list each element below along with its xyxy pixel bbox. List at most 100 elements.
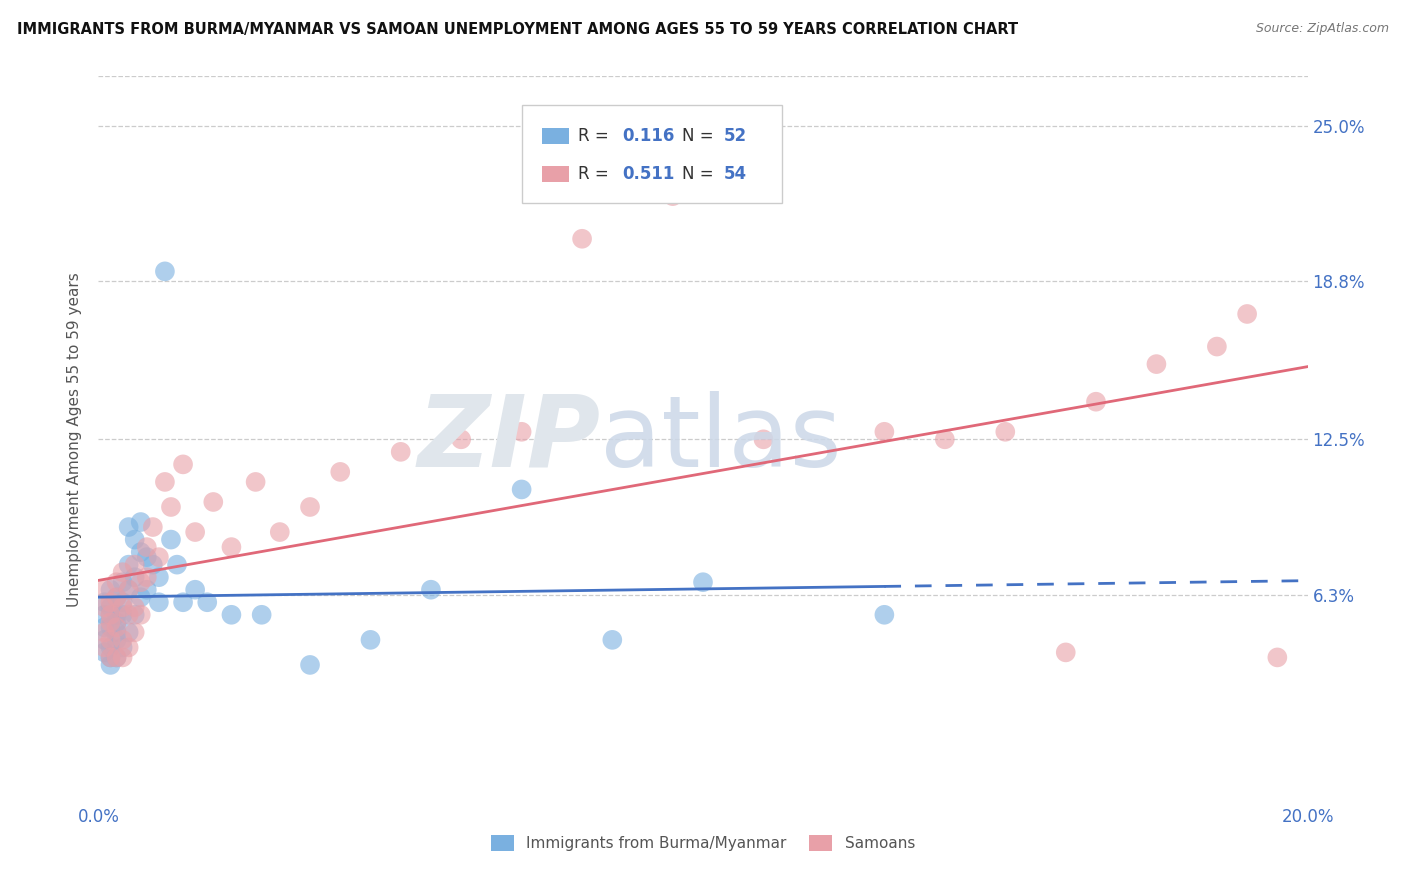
FancyBboxPatch shape bbox=[543, 166, 569, 182]
Point bbox=[124, 600, 146, 615]
Point bbox=[100, 607, 122, 622]
Point bbox=[100, 632, 122, 647]
Point bbox=[100, 582, 122, 597]
Point bbox=[100, 657, 122, 672]
Point bbox=[135, 550, 157, 565]
Point bbox=[450, 433, 472, 447]
Point bbox=[93, 607, 115, 622]
Point bbox=[105, 591, 128, 605]
Point bbox=[105, 650, 128, 665]
Point bbox=[166, 558, 188, 572]
Point bbox=[1054, 645, 1077, 659]
Text: N =: N = bbox=[682, 165, 720, 183]
Point bbox=[105, 620, 128, 634]
Point bbox=[184, 524, 207, 539]
Text: atlas: atlas bbox=[600, 391, 842, 488]
Point bbox=[135, 582, 157, 597]
Point bbox=[329, 465, 352, 479]
Point bbox=[100, 640, 122, 655]
Point bbox=[172, 458, 194, 472]
Point bbox=[105, 625, 128, 640]
Point bbox=[111, 650, 134, 665]
Point bbox=[934, 433, 956, 447]
Text: R =: R = bbox=[578, 128, 614, 145]
Point bbox=[118, 582, 141, 597]
Point bbox=[118, 520, 141, 534]
Point bbox=[124, 533, 146, 547]
Point bbox=[124, 607, 146, 622]
Text: N =: N = bbox=[682, 128, 720, 145]
Point bbox=[93, 640, 115, 655]
Point bbox=[661, 189, 683, 203]
Point bbox=[93, 632, 115, 647]
Point bbox=[100, 595, 122, 609]
FancyBboxPatch shape bbox=[543, 128, 569, 145]
Point bbox=[153, 475, 176, 489]
Point bbox=[221, 607, 243, 622]
Point bbox=[124, 570, 146, 584]
Point bbox=[105, 632, 128, 647]
Point bbox=[129, 545, 152, 559]
Point bbox=[420, 582, 443, 597]
Point bbox=[111, 600, 134, 615]
Text: IMMIGRANTS FROM BURMA/MYANMAR VS SAMOAN UNEMPLOYMENT AMONG AGES 55 TO 59 YEARS C: IMMIGRANTS FROM BURMA/MYANMAR VS SAMOAN … bbox=[17, 22, 1018, 37]
Point bbox=[100, 650, 122, 665]
Point bbox=[602, 632, 624, 647]
Point bbox=[389, 445, 412, 459]
Point bbox=[184, 582, 207, 597]
Point bbox=[105, 615, 128, 630]
Point bbox=[202, 495, 225, 509]
Point bbox=[1085, 394, 1108, 409]
Point bbox=[105, 650, 128, 665]
Point bbox=[1236, 307, 1258, 321]
Text: R =: R = bbox=[578, 165, 614, 183]
Point bbox=[299, 657, 322, 672]
Point bbox=[118, 558, 141, 572]
Point bbox=[135, 570, 157, 584]
Point bbox=[111, 575, 134, 590]
Point bbox=[124, 625, 146, 640]
Point bbox=[571, 232, 593, 246]
Point bbox=[172, 595, 194, 609]
Point bbox=[692, 575, 714, 590]
Point bbox=[118, 640, 141, 655]
Point bbox=[148, 595, 170, 609]
Point bbox=[142, 520, 165, 534]
Point bbox=[510, 483, 533, 497]
Point bbox=[93, 595, 115, 609]
Point bbox=[105, 591, 128, 605]
Point bbox=[129, 591, 152, 605]
Point bbox=[250, 607, 273, 622]
Point bbox=[195, 595, 218, 609]
Point bbox=[105, 575, 128, 590]
Point bbox=[100, 607, 122, 622]
Text: 0.116: 0.116 bbox=[621, 128, 675, 145]
Point bbox=[135, 540, 157, 554]
FancyBboxPatch shape bbox=[522, 105, 782, 203]
Text: 52: 52 bbox=[724, 128, 747, 145]
Point bbox=[153, 264, 176, 278]
Point bbox=[118, 625, 141, 640]
Point bbox=[93, 620, 115, 634]
Text: 54: 54 bbox=[724, 165, 747, 183]
Point bbox=[129, 575, 152, 590]
Point bbox=[1206, 340, 1229, 354]
Point bbox=[118, 607, 141, 622]
Point bbox=[752, 433, 775, 447]
Point bbox=[1267, 650, 1289, 665]
Text: ZIP: ZIP bbox=[418, 391, 600, 488]
Text: Source: ZipAtlas.com: Source: ZipAtlas.com bbox=[1256, 22, 1389, 36]
Point bbox=[148, 550, 170, 565]
Point bbox=[100, 615, 122, 630]
Text: 0.511: 0.511 bbox=[621, 165, 675, 183]
Legend: Immigrants from Burma/Myanmar, Samoans: Immigrants from Burma/Myanmar, Samoans bbox=[485, 829, 921, 857]
Point bbox=[129, 607, 152, 622]
Point bbox=[100, 620, 122, 634]
Point bbox=[873, 607, 896, 622]
Point bbox=[510, 425, 533, 439]
Point bbox=[1144, 357, 1167, 371]
Point bbox=[105, 607, 128, 622]
Point bbox=[245, 475, 267, 489]
Point bbox=[142, 558, 165, 572]
Point bbox=[111, 640, 134, 655]
